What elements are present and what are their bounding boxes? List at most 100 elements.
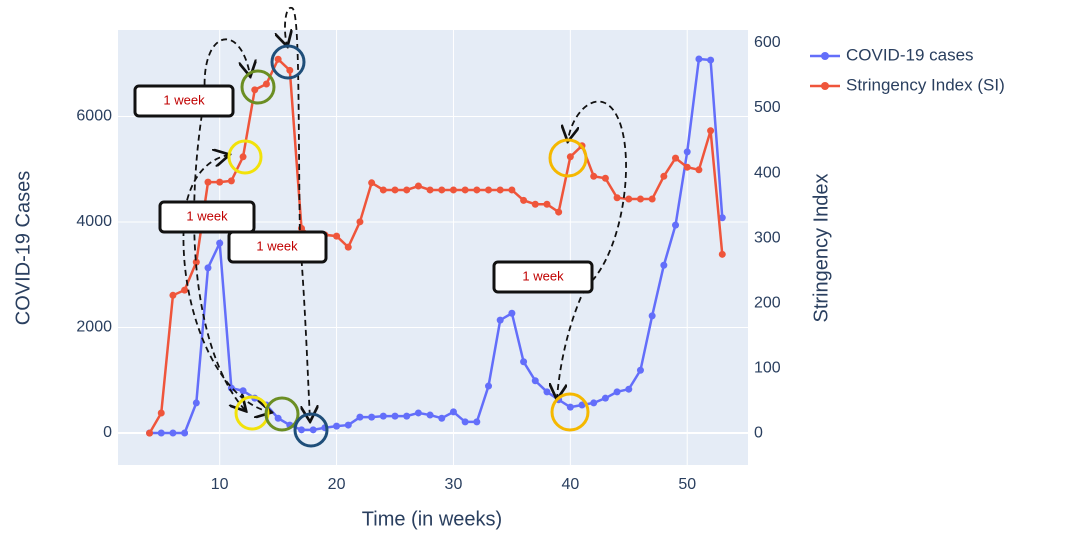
annotations: 1 week 1 week 1 week 1 week <box>133 7 627 448</box>
annotation-box <box>158 200 256 234</box>
y-tick-label: 0 <box>103 424 112 441</box>
x-tick-label: 50 <box>678 476 696 493</box>
legend-label: Stringency Index (SI) <box>846 75 1005 94</box>
point <box>379 186 387 194</box>
annotation: 1 week <box>163 92 205 107</box>
point <box>216 178 224 186</box>
point <box>520 196 528 204</box>
point <box>403 412 411 420</box>
point <box>333 422 341 430</box>
point <box>426 411 434 419</box>
x-tick-label: 40 <box>561 476 579 493</box>
point <box>204 264 212 272</box>
point <box>672 154 680 162</box>
point <box>543 200 551 208</box>
point <box>672 221 680 229</box>
point <box>309 426 317 434</box>
point <box>368 179 376 187</box>
point <box>449 186 457 194</box>
point <box>461 418 469 426</box>
point <box>169 429 177 437</box>
point <box>578 401 586 409</box>
point <box>438 414 446 422</box>
point <box>262 80 270 88</box>
annotation: 1 week <box>256 238 298 253</box>
point <box>508 186 516 194</box>
point <box>239 387 247 395</box>
point <box>192 258 200 266</box>
point <box>707 56 715 64</box>
arrow <box>184 155 228 211</box>
point <box>707 127 715 135</box>
y2-tick-label: 0 <box>754 424 763 441</box>
point <box>660 172 668 180</box>
point <box>204 178 212 186</box>
point <box>601 174 609 182</box>
arrow <box>568 100 627 289</box>
highlight <box>240 69 276 105</box>
point <box>543 388 551 396</box>
point <box>660 261 668 269</box>
point <box>496 316 504 324</box>
point <box>683 148 691 156</box>
annotation-box <box>227 230 328 264</box>
point <box>555 208 563 216</box>
point <box>718 214 726 222</box>
point <box>368 413 376 421</box>
point <box>636 366 644 374</box>
y2-tick-label: 300 <box>754 229 781 246</box>
point <box>461 186 469 194</box>
point <box>391 412 399 420</box>
point <box>695 166 703 174</box>
y-tick-label: 6000 <box>76 108 112 125</box>
highlight <box>270 44 306 80</box>
y2-tick-label: 500 <box>754 99 781 116</box>
point <box>531 200 539 208</box>
point <box>636 195 644 203</box>
point <box>344 421 352 429</box>
point <box>496 186 504 194</box>
legend-swatch <box>821 82 829 90</box>
point <box>648 195 656 203</box>
highlight <box>264 396 300 432</box>
point <box>169 291 177 299</box>
point <box>625 195 633 203</box>
legend-swatch <box>821 52 829 60</box>
highlight <box>548 138 588 178</box>
annotation: 1 week <box>522 268 564 283</box>
point <box>590 172 598 180</box>
point <box>181 286 189 294</box>
point <box>181 429 189 437</box>
highlight <box>293 412 329 448</box>
point <box>473 418 481 426</box>
point <box>718 250 726 258</box>
point <box>391 186 399 194</box>
point <box>648 312 656 320</box>
point <box>485 382 493 390</box>
point <box>531 377 539 385</box>
point <box>379 412 387 420</box>
point <box>485 186 493 194</box>
point <box>356 218 364 226</box>
y2-tick-label: 600 <box>754 34 781 51</box>
annotation-box <box>492 260 594 294</box>
point <box>157 429 165 437</box>
point <box>414 409 422 417</box>
y2-tick-label: 400 <box>754 164 781 181</box>
point <box>157 409 165 417</box>
point <box>683 163 691 171</box>
point <box>438 186 446 194</box>
point <box>286 66 294 74</box>
annotation-box <box>133 84 235 118</box>
point <box>298 426 306 434</box>
arrow <box>285 7 301 241</box>
point <box>414 182 422 190</box>
point <box>566 403 574 411</box>
y2-axis-title: Stringency Index <box>810 174 832 323</box>
point <box>344 243 352 251</box>
y-axis-title: COVID-19 Cases <box>12 171 34 326</box>
point <box>695 55 703 63</box>
y2-tick-label: 100 <box>754 359 781 376</box>
arrow <box>557 287 586 398</box>
